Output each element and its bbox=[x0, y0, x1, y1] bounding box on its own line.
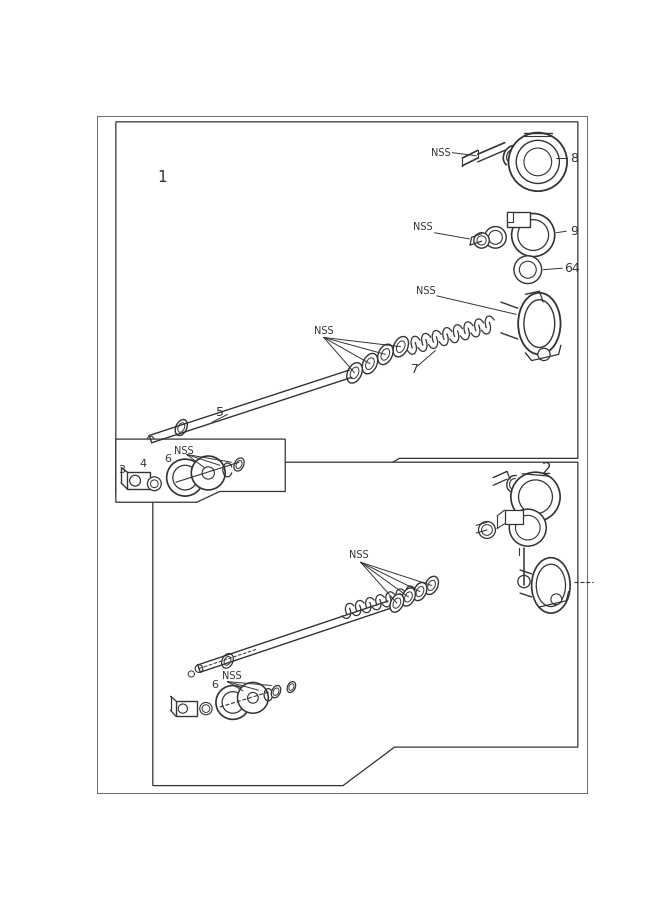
Polygon shape bbox=[153, 463, 578, 786]
Text: 5: 5 bbox=[216, 406, 224, 419]
Ellipse shape bbox=[178, 423, 185, 432]
Circle shape bbox=[524, 148, 552, 176]
Circle shape bbox=[195, 665, 203, 672]
Text: 1: 1 bbox=[157, 170, 167, 184]
Text: 7: 7 bbox=[411, 364, 419, 376]
Ellipse shape bbox=[378, 344, 393, 364]
Circle shape bbox=[247, 692, 258, 703]
Circle shape bbox=[518, 575, 530, 588]
Circle shape bbox=[147, 477, 161, 490]
Circle shape bbox=[520, 261, 536, 278]
Circle shape bbox=[477, 236, 486, 245]
Text: NSS: NSS bbox=[416, 286, 436, 296]
Ellipse shape bbox=[425, 576, 438, 595]
Ellipse shape bbox=[362, 354, 378, 373]
Ellipse shape bbox=[381, 348, 390, 360]
Text: 8: 8 bbox=[570, 151, 578, 165]
Text: NSS: NSS bbox=[349, 550, 368, 560]
Circle shape bbox=[191, 456, 225, 490]
Circle shape bbox=[482, 525, 492, 535]
Ellipse shape bbox=[221, 653, 233, 668]
Text: 6: 6 bbox=[165, 454, 171, 464]
Bar bbox=[505, 510, 523, 524]
Ellipse shape bbox=[396, 341, 405, 353]
Circle shape bbox=[511, 472, 560, 521]
Circle shape bbox=[516, 516, 540, 540]
Ellipse shape bbox=[236, 461, 242, 469]
Text: 4: 4 bbox=[139, 459, 146, 469]
Circle shape bbox=[151, 480, 158, 488]
Ellipse shape bbox=[271, 686, 281, 698]
Text: NSS: NSS bbox=[174, 446, 193, 455]
Circle shape bbox=[474, 233, 490, 248]
Circle shape bbox=[167, 459, 203, 496]
Bar bbox=[127, 472, 151, 490]
Circle shape bbox=[173, 465, 197, 490]
Circle shape bbox=[518, 220, 548, 250]
Ellipse shape bbox=[413, 582, 427, 600]
Circle shape bbox=[202, 705, 210, 713]
Circle shape bbox=[512, 213, 555, 256]
Ellipse shape bbox=[287, 681, 295, 692]
Ellipse shape bbox=[393, 337, 408, 357]
Circle shape bbox=[508, 132, 567, 191]
Circle shape bbox=[222, 692, 243, 713]
Ellipse shape bbox=[366, 358, 374, 370]
Circle shape bbox=[551, 594, 562, 605]
Text: NSS: NSS bbox=[221, 671, 241, 681]
Circle shape bbox=[129, 475, 141, 486]
Circle shape bbox=[237, 682, 268, 713]
Circle shape bbox=[200, 702, 212, 715]
Circle shape bbox=[514, 256, 542, 284]
Bar bbox=[507, 212, 513, 222]
Ellipse shape bbox=[273, 688, 279, 696]
Circle shape bbox=[510, 509, 546, 546]
Circle shape bbox=[147, 436, 153, 442]
Ellipse shape bbox=[175, 419, 187, 436]
Circle shape bbox=[518, 480, 552, 514]
Text: 64: 64 bbox=[564, 262, 580, 274]
Ellipse shape bbox=[390, 594, 404, 612]
Text: 3: 3 bbox=[119, 465, 125, 475]
Ellipse shape bbox=[234, 458, 244, 471]
Polygon shape bbox=[116, 122, 578, 493]
Text: NSS: NSS bbox=[314, 327, 334, 337]
Ellipse shape bbox=[224, 656, 231, 665]
Polygon shape bbox=[116, 439, 285, 502]
Circle shape bbox=[216, 686, 250, 719]
Ellipse shape bbox=[428, 580, 436, 590]
Ellipse shape bbox=[289, 684, 294, 690]
Circle shape bbox=[516, 140, 560, 184]
Circle shape bbox=[178, 704, 187, 713]
Text: 2: 2 bbox=[542, 463, 552, 477]
Ellipse shape bbox=[405, 592, 412, 602]
Circle shape bbox=[188, 670, 194, 677]
Ellipse shape bbox=[347, 363, 362, 383]
Ellipse shape bbox=[402, 588, 416, 606]
Ellipse shape bbox=[416, 587, 424, 597]
Text: NSS: NSS bbox=[414, 222, 433, 232]
Text: 9: 9 bbox=[570, 225, 578, 238]
Circle shape bbox=[478, 521, 496, 538]
Circle shape bbox=[538, 348, 550, 361]
Circle shape bbox=[485, 227, 506, 248]
Ellipse shape bbox=[393, 598, 401, 608]
Text: 6: 6 bbox=[211, 680, 218, 690]
Bar bbox=[176, 701, 197, 716]
Bar bbox=[507, 212, 530, 228]
Ellipse shape bbox=[350, 367, 359, 379]
Circle shape bbox=[202, 467, 214, 479]
Text: NSS: NSS bbox=[431, 148, 451, 157]
Circle shape bbox=[488, 230, 502, 244]
